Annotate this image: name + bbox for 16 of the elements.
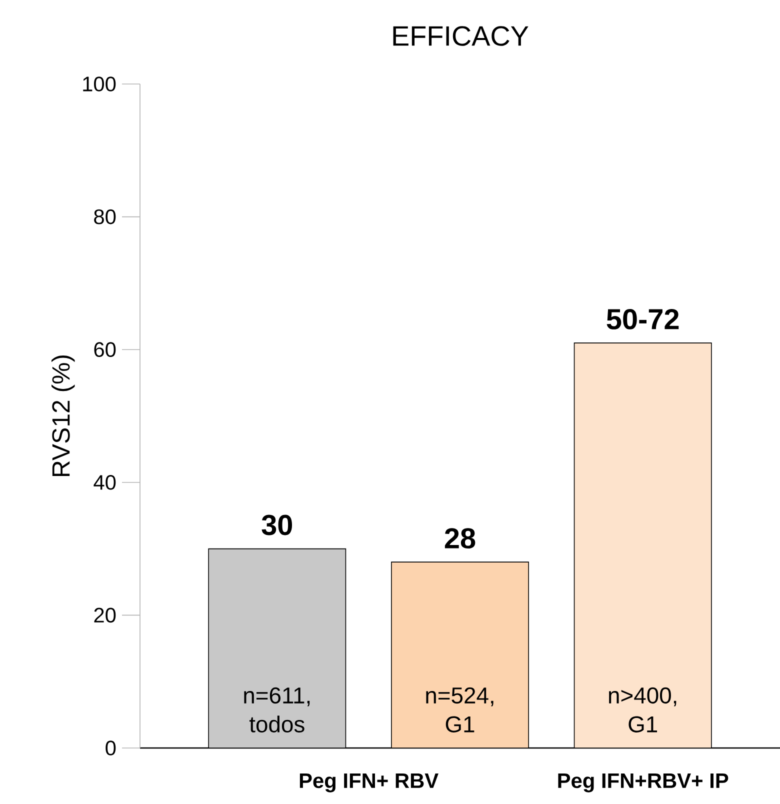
annotation: n>400, G1: [609, 687, 676, 732]
annotation: n=611, todos: [244, 687, 310, 732]
data-label: 50-72: [606, 308, 679, 330]
annotation: n=524, G1: [426, 687, 494, 732]
y-tick-label: 60: [94, 342, 116, 357]
text: Peg IFN+ RBV: [300, 774, 438, 792]
text: Peg IFN+RBV+ IP: [558, 774, 728, 792]
y-axis-title: RVS12 (%): [52, 356, 75, 476]
data-label: 28: [444, 528, 476, 549]
chart-title: EFFICACY: [393, 26, 528, 46]
y-tick-label: 80: [94, 209, 116, 224]
y-tick-label: 0: [106, 740, 116, 756]
y-tick-label: 100: [83, 76, 116, 92]
y-tick-label: 20: [94, 608, 116, 623]
data-label: 30: [262, 514, 292, 536]
y-tick-label: 40: [94, 474, 116, 490]
